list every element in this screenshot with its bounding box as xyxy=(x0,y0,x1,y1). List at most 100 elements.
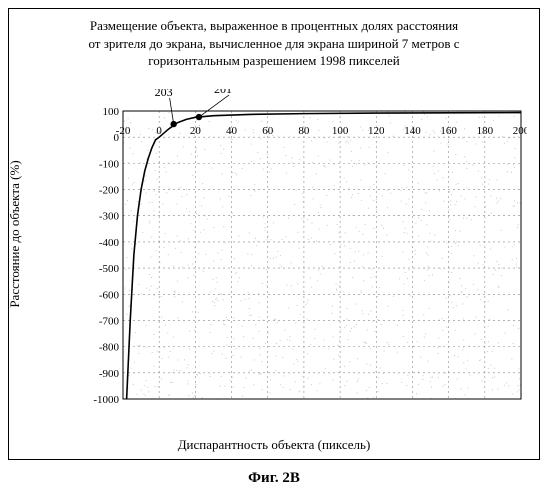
noise-dot xyxy=(334,185,335,186)
noise-dot xyxy=(213,351,214,352)
noise-dot xyxy=(165,138,166,139)
noise-dot xyxy=(349,361,350,362)
noise-dot xyxy=(235,273,236,274)
noise-dot xyxy=(312,223,313,224)
noise-dot xyxy=(193,397,194,398)
noise-dot xyxy=(390,193,391,194)
noise-dot xyxy=(270,172,271,173)
noise-dot xyxy=(265,223,266,224)
noise-dot xyxy=(347,319,348,320)
noise-dot xyxy=(315,329,316,330)
noise-dot xyxy=(332,313,333,314)
noise-dot xyxy=(226,358,227,359)
noise-dot xyxy=(513,205,514,206)
noise-dot xyxy=(254,384,255,385)
noise-dot xyxy=(178,188,179,189)
noise-dot xyxy=(297,232,298,233)
noise-dot xyxy=(462,303,463,304)
noise-dot xyxy=(251,265,252,266)
noise-dot xyxy=(364,164,365,165)
noise-dot xyxy=(461,292,462,293)
noise-dot xyxy=(133,384,134,385)
noise-dot xyxy=(454,355,455,356)
noise-dot xyxy=(161,296,162,297)
noise-dot xyxy=(282,387,283,388)
noise-dot xyxy=(241,357,242,358)
noise-dot xyxy=(366,390,367,391)
noise-dot xyxy=(451,272,452,273)
noise-dot xyxy=(142,232,143,233)
noise-dot xyxy=(332,121,333,122)
noise-dot xyxy=(354,251,355,252)
noise-dot xyxy=(212,279,213,280)
noise-dot xyxy=(273,258,274,259)
noise-dot xyxy=(259,302,260,303)
noise-dot xyxy=(377,296,378,297)
noise-dot xyxy=(213,261,214,262)
noise-dot xyxy=(240,300,241,301)
noise-dot xyxy=(174,291,175,292)
noise-dot xyxy=(167,332,168,333)
noise-dot xyxy=(470,375,471,376)
noise-dot xyxy=(243,336,244,337)
noise-dot xyxy=(258,293,259,294)
noise-dot xyxy=(283,375,284,376)
noise-dot xyxy=(363,280,364,281)
noise-dot xyxy=(128,118,129,119)
noise-dot xyxy=(291,157,292,158)
x-tick-label: 80 xyxy=(298,125,310,137)
noise-dot xyxy=(307,300,308,301)
noise-dot xyxy=(478,289,479,290)
noise-dot xyxy=(514,116,515,117)
noise-dot xyxy=(164,167,165,168)
noise-dot xyxy=(417,341,418,342)
noise-dot xyxy=(302,201,303,202)
noise-dot xyxy=(378,391,379,392)
noise-dot xyxy=(360,148,361,149)
noise-dot xyxy=(434,235,435,236)
noise-dot xyxy=(168,395,169,396)
noise-dot xyxy=(406,233,407,234)
noise-dot xyxy=(280,384,281,385)
noise-dot xyxy=(361,200,362,201)
noise-dot xyxy=(139,345,140,346)
noise-dot xyxy=(314,338,315,339)
noise-dot xyxy=(275,319,276,320)
noise-dot xyxy=(223,226,224,227)
noise-dot xyxy=(140,134,141,135)
noise-dot xyxy=(191,154,192,155)
noise-dot xyxy=(338,233,339,234)
noise-dot xyxy=(339,285,340,286)
noise-dot xyxy=(154,334,155,335)
noise-dot xyxy=(324,166,325,167)
noise-dot xyxy=(461,291,462,292)
noise-dot xyxy=(333,336,334,337)
noise-dot xyxy=(384,173,385,174)
noise-dot xyxy=(344,245,345,246)
noise-dot xyxy=(233,338,234,339)
noise-dot xyxy=(271,239,272,240)
noise-dot xyxy=(373,228,374,229)
noise-dot xyxy=(494,376,495,377)
noise-dot xyxy=(330,244,331,245)
noise-dot xyxy=(443,177,444,178)
noise-dot xyxy=(196,213,197,214)
x-tick-label: 20 xyxy=(190,125,202,137)
noise-dot xyxy=(319,229,320,230)
noise-dot xyxy=(220,386,221,387)
noise-dot xyxy=(463,339,464,340)
leader-201 xyxy=(199,95,229,117)
noise-dot xyxy=(176,370,177,371)
noise-dot xyxy=(157,351,158,352)
noise-dot xyxy=(159,262,160,263)
noise-dot xyxy=(265,230,266,231)
noise-dot xyxy=(328,348,329,349)
noise-dot xyxy=(365,224,366,225)
noise-dot xyxy=(336,290,337,291)
noise-dot xyxy=(196,147,197,148)
noise-dot xyxy=(144,180,145,181)
noise-dot xyxy=(221,376,222,377)
noise-dot xyxy=(196,150,197,151)
figure-caption: Фиг. 2B xyxy=(0,470,548,487)
noise-dot xyxy=(148,150,149,151)
